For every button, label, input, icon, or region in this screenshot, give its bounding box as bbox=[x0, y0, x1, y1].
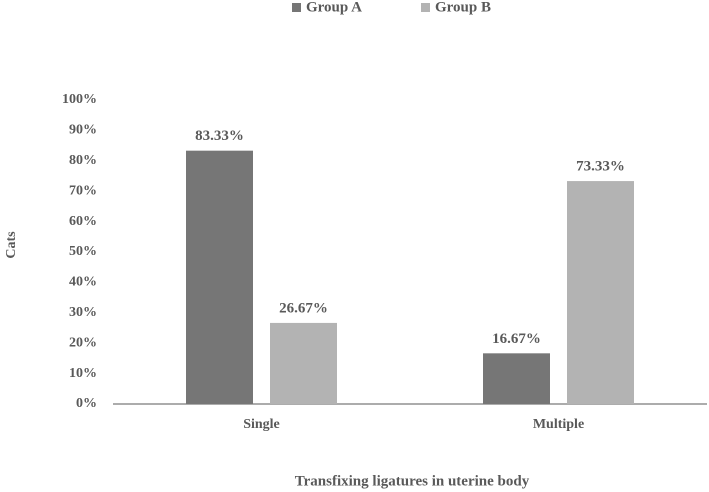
x-tick-label: Multiple bbox=[533, 417, 584, 432]
bar bbox=[270, 322, 337, 404]
y-tick-label: 10% bbox=[69, 366, 97, 381]
bar bbox=[483, 353, 550, 404]
legend-swatch bbox=[421, 3, 430, 12]
y-tick-label: 90% bbox=[69, 123, 97, 138]
legend-label: Group B bbox=[435, 0, 491, 15]
bar bbox=[567, 181, 634, 404]
data-label: 83.33% bbox=[195, 128, 244, 144]
x-tick-label: Single bbox=[243, 417, 280, 432]
x-axis-label: Transfixing ligatures in uterine body bbox=[295, 473, 530, 489]
y-tick-label: 40% bbox=[69, 275, 97, 290]
legend-swatch bbox=[292, 3, 301, 12]
y-tick-label: 50% bbox=[69, 244, 97, 259]
data-label: 16.67% bbox=[492, 331, 541, 347]
legend-label: Group A bbox=[306, 0, 362, 15]
y-tick-label: 0% bbox=[76, 396, 97, 411]
y-tick-label: 100% bbox=[62, 92, 97, 107]
bar bbox=[186, 150, 253, 404]
y-tick-label: 60% bbox=[69, 214, 97, 229]
y-tick-label: 70% bbox=[69, 183, 97, 198]
y-tick-label: 80% bbox=[69, 153, 97, 168]
y-axis-label: Cats bbox=[4, 231, 19, 259]
y-tick-label: 20% bbox=[69, 335, 97, 350]
y-tick-label: 30% bbox=[69, 305, 97, 320]
data-label: 26.67% bbox=[279, 300, 328, 316]
data-label: 73.33% bbox=[576, 159, 625, 175]
